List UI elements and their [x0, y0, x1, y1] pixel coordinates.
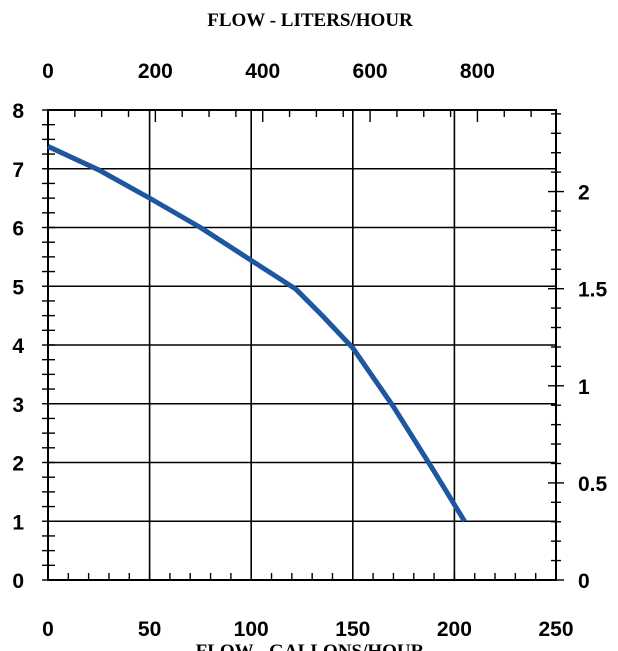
- bottom-tick-label: 150: [335, 618, 370, 641]
- pump-curve-line: [46, 144, 467, 523]
- bottom-axis-title: FLOW - GALLONS/HOUR: [196, 641, 425, 651]
- right-tick-label: 2: [578, 182, 590, 205]
- series-layer: [46, 144, 467, 523]
- left-tick-label: 2: [12, 453, 24, 476]
- left-tick-label: 5: [12, 276, 24, 299]
- top-tick-label: 400: [245, 60, 280, 83]
- right-tick-label: 0.5: [578, 473, 608, 496]
- right-tick-label: 1.5: [578, 279, 608, 302]
- top-tick-label: 800: [460, 60, 495, 83]
- bottom-tick-label: 50: [138, 618, 161, 641]
- bottom-tick-label: 100: [234, 618, 269, 641]
- top-tick-label: 0: [42, 60, 54, 83]
- left-tick-label: 8: [12, 100, 24, 123]
- left-tick-label: 0: [12, 570, 24, 593]
- right-tick-label: 1: [578, 376, 590, 399]
- right-tick-label: 0: [578, 570, 590, 593]
- grid-lines: [47, 109, 557, 581]
- bottom-tick-label: 0: [42, 618, 54, 641]
- left-tick-label: 3: [12, 394, 24, 417]
- top-axis-title: FLOW - LITERS/HOUR: [207, 10, 413, 31]
- top-tick-label: 600: [353, 60, 388, 83]
- left-tick-label: 7: [12, 159, 24, 182]
- bottom-tick-label: 250: [538, 618, 573, 641]
- left-tick-label: 4: [12, 335, 24, 358]
- minor-ticks: [42, 109, 564, 581]
- left-tick-label: 6: [12, 218, 24, 241]
- bottom-tick-label: 200: [437, 618, 472, 641]
- left-tick-label: 1: [12, 511, 24, 534]
- top-tick-label: 200: [138, 60, 173, 83]
